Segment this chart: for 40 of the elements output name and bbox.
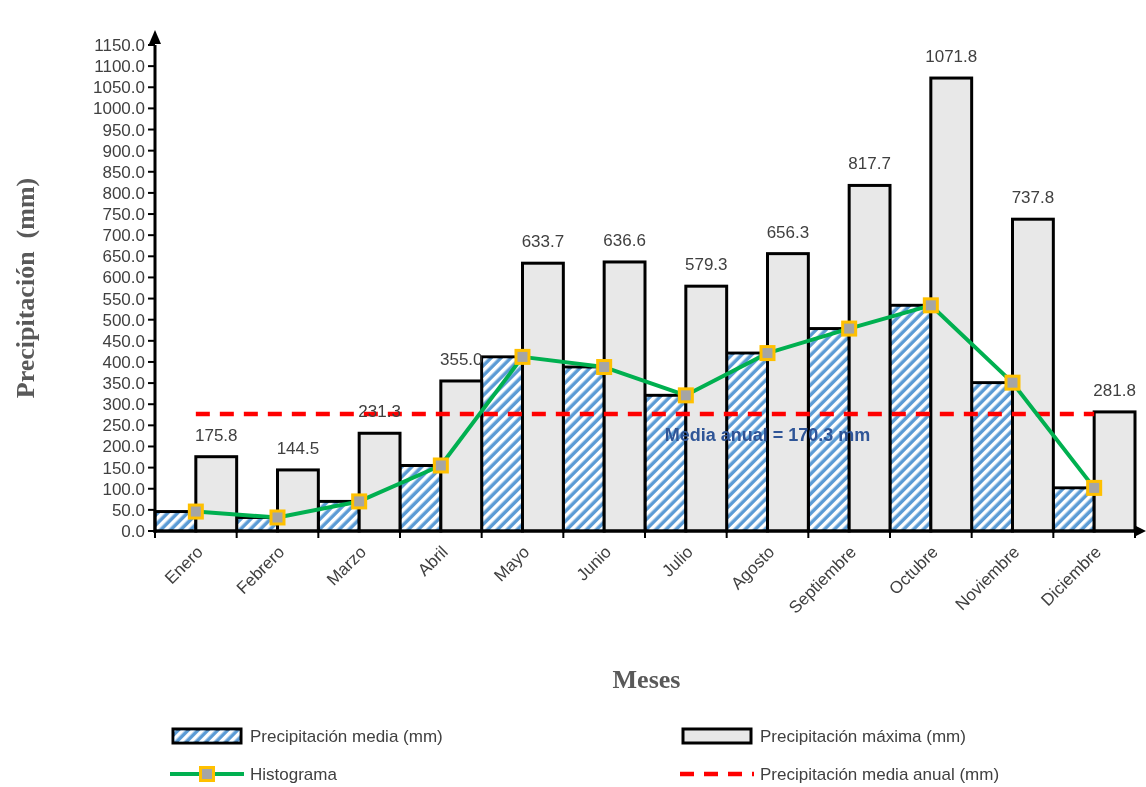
x-axis-title: Meses: [612, 665, 681, 694]
y-tick-label: 1000.0: [93, 99, 145, 119]
y-tick-label: 400.0: [102, 352, 145, 372]
data-label: 1071.8: [925, 47, 978, 67]
data-label: 633.7: [521, 232, 565, 252]
data-label: 656.3: [766, 222, 810, 242]
y-tick-label: 600.0: [102, 268, 145, 288]
data-label: 175.8: [194, 425, 238, 445]
legend-label: Precipitación máxima (mm): [760, 727, 966, 746]
legend-label: Precipitación media (mm): [250, 727, 443, 746]
y-tick-label: 500.0: [102, 310, 145, 330]
y-tick-label: 900.0: [102, 141, 145, 161]
y-tick-label: 650.0: [102, 247, 145, 267]
y-tick-label: 550.0: [102, 289, 145, 309]
data-label: 281.8: [1093, 380, 1136, 400]
y-tick-label: 50.0: [111, 500, 145, 520]
y-tick-label: 150.0: [102, 458, 145, 478]
data-label: 636.6: [603, 230, 646, 250]
y-tick-label: 1150.0: [94, 36, 145, 55]
y-tick-label: 750.0: [102, 205, 145, 225]
legend-label: Precipitación media anual (mm): [760, 765, 1000, 784]
y-tick-label: 100.0: [102, 479, 145, 499]
data-label: 144.5: [276, 438, 320, 458]
y-tick-label: 850.0: [102, 162, 145, 182]
y-tick-label: 250.0: [102, 416, 145, 436]
y-tick-label: 700.0: [102, 226, 145, 246]
y-tick-label: 1050.0: [93, 78, 145, 98]
legend-label: Histograma: [250, 765, 338, 784]
data-label: 737.8: [1011, 188, 1055, 208]
data-label: 579.3: [684, 255, 728, 275]
y-tick-label: 350.0: [102, 374, 145, 394]
data-label: 817.7: [848, 154, 891, 174]
y-tick-label: 0.0: [121, 522, 145, 541]
y-tick-label: 200.0: [102, 437, 145, 457]
y-tick-label: 950.0: [102, 120, 145, 140]
y-tick-label: 450.0: [102, 331, 145, 351]
y-tick-label: 800.0: [102, 183, 145, 203]
y-tick-label: 300.0: [102, 395, 145, 415]
y-axis-title: Precipitación (mm): [11, 177, 40, 399]
y-tick-label: 1100.0: [94, 57, 145, 77]
